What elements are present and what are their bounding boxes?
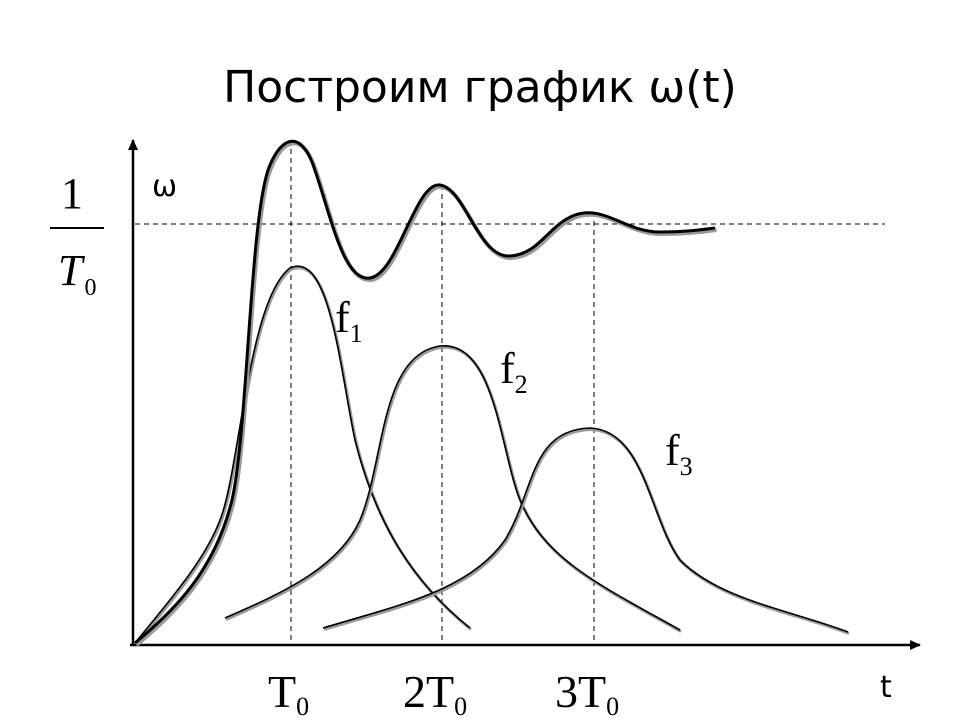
omega-sum-curve [134,139,717,647]
f3-curve [322,427,850,635]
f1-label-base: f [335,293,350,342]
f3-label-sub: 3 [680,452,693,481]
x-tick-3t0-prefix: 3 [555,666,578,717]
x-tick-2t0: 2T0 [403,666,467,720]
x-tick-2t0-prefix: 2 [403,666,426,717]
f2-label-base: f [500,344,515,393]
y-axis-label: ω [152,169,177,204]
x-tick-2t0-sub: 0 [454,692,467,720]
f3-label: f3 [665,426,693,481]
x-tick-t0-sub: 0 [296,692,309,720]
x-axis-label: t [880,670,892,705]
x-tick-t0: T0 [268,666,309,720]
x-tick-3t0: 3T0 [555,666,619,720]
x-tick-3t0-base: T [578,666,606,717]
slide-title: Построим график ω(t) [223,62,737,113]
x-tick-2t0-base: T [426,666,454,717]
f2-label: f2 [500,344,528,399]
f1-curve [134,265,472,646]
f2-label-sub: 2 [515,370,528,399]
level-denominator: T0 [58,246,96,301]
f2-curve [224,345,682,633]
level-denominator-sub: 0 [84,275,96,301]
level-numerator: 1 [61,169,83,218]
level-label: 1 T0 [50,169,104,301]
f1-label: f1 [335,293,363,348]
f3-label-base: f [665,426,680,475]
f1-label-sub: 1 [350,319,363,348]
x-tick-3t0-sub: 0 [606,692,619,720]
level-denominator-base: T [58,246,86,295]
x-tick-t0-base: T [268,666,296,717]
